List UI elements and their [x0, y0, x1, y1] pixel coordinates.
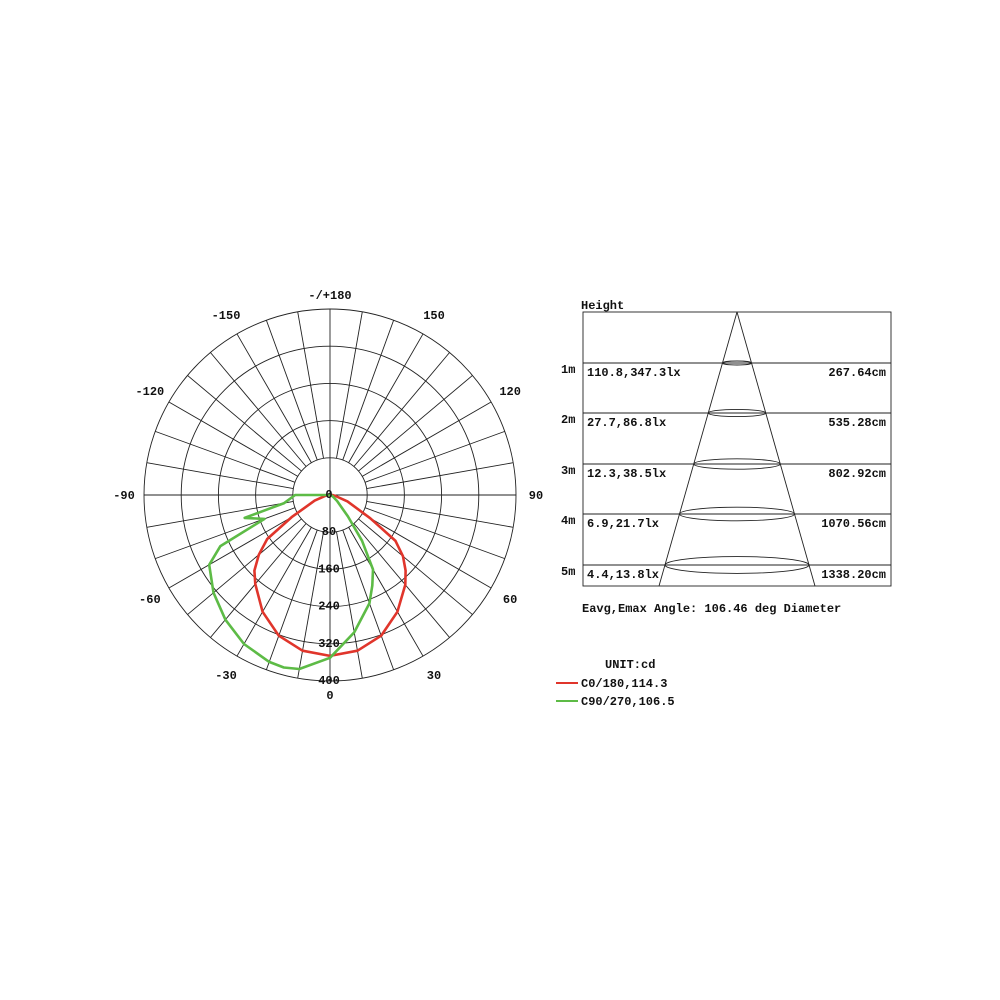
grid-ring: [143, 308, 517, 682]
height-value: 4m: [561, 514, 575, 528]
illuminance-value: 4.4,13.8lx: [587, 568, 659, 582]
diameter-value: 267.64cm: [828, 366, 886, 380]
grid-ring: [292, 457, 368, 533]
diameter-value: 1070.56cm: [821, 517, 886, 531]
series-line-c90-270: [207, 493, 375, 671]
series-line-c0-180: [253, 493, 407, 658]
diameter-value: 535.28cm: [828, 416, 886, 430]
angle-tick-label: 0: [326, 689, 333, 703]
angle-tick-label: -30: [215, 669, 237, 683]
diameter-value: 802.92cm: [828, 467, 886, 481]
angle-tick-label: -120: [135, 385, 164, 399]
angle-tick-label: -150: [212, 309, 241, 323]
cone-edge-left: [658, 311, 738, 587]
angle-tick-label: -60: [139, 593, 161, 607]
height-value: 2m: [561, 413, 575, 427]
height-value: 5m: [561, 565, 575, 579]
radial-tick-label: 160: [318, 562, 340, 576]
legend-label: C0/180,114.3: [581, 677, 667, 691]
height-value: 1m: [561, 363, 575, 377]
cone-footer: Eavg,Emax Angle: 106.46 deg Diameter: [582, 602, 841, 616]
radial-tick-label: 400: [318, 674, 340, 688]
illuminance-value: 12.3,38.5lx: [587, 467, 666, 481]
radial-tick-label: 240: [318, 600, 340, 614]
beam-ellipse: [679, 506, 795, 522]
legend-label: C90/270,106.5: [581, 695, 675, 709]
angle-tick-label: -90: [113, 489, 135, 503]
illuminance-value: 6.9,21.7lx: [587, 517, 659, 531]
illuminance-value: 110.8,347.3lx: [587, 366, 681, 380]
angle-tick-label: 90: [529, 489, 543, 503]
height-value: 3m: [561, 464, 575, 478]
grid-ring: [217, 382, 443, 608]
height-label: Height: [581, 299, 624, 313]
beam-ellipse: [664, 556, 810, 574]
legend-unit: UNIT:cd: [605, 658, 655, 672]
angle-tick-label: 150: [423, 309, 445, 323]
beam-ellipse: [693, 458, 781, 470]
radial-tick-label: 320: [318, 637, 340, 651]
cone-box: [582, 311, 892, 587]
grid-ring: [255, 420, 405, 570]
beam-ellipse: [707, 408, 767, 418]
diameter-value: 1338.20cm: [821, 568, 886, 582]
cone-edge-right: [736, 311, 816, 587]
radial-tick-label: 80: [322, 525, 336, 539]
angle-tick-label: 60: [503, 593, 517, 607]
illuminance-value: 27.7,86.8lx: [587, 416, 666, 430]
grid-ring: [180, 345, 480, 645]
angle-tick-label: 120: [499, 385, 521, 399]
angle-tick-label: 30: [427, 669, 441, 683]
angle-tick-label: -/+180: [308, 289, 351, 303]
beam-ellipse: [722, 360, 752, 366]
radial-tick-label: 0: [325, 488, 332, 502]
